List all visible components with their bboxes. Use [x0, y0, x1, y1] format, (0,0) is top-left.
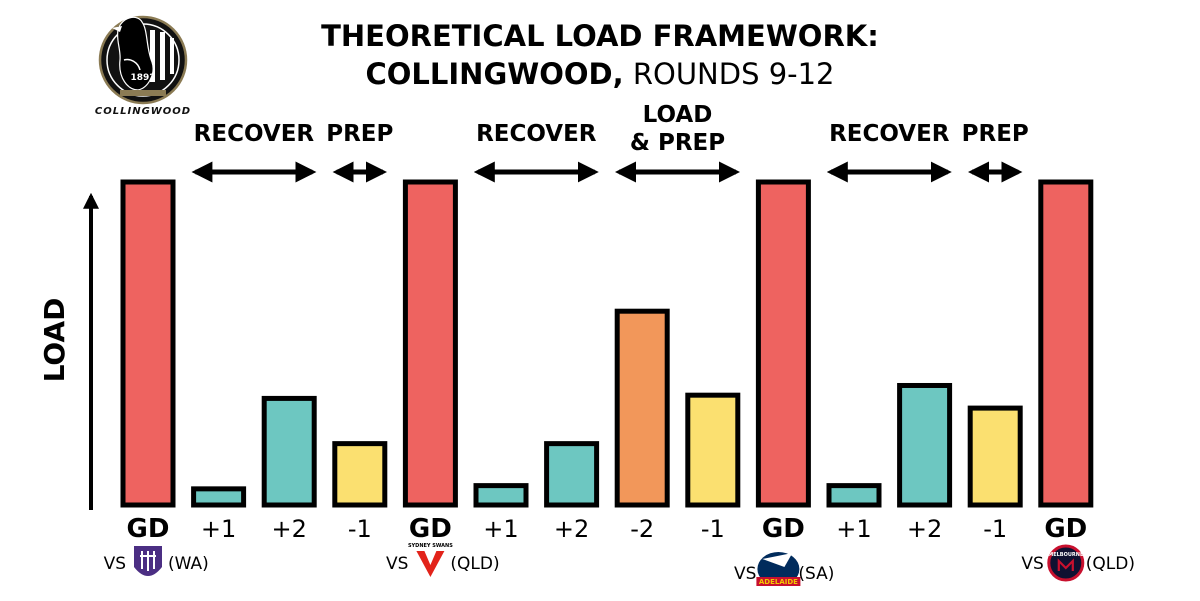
adelaide-crows-logo-icon: ADELAIDE — [756, 552, 801, 586]
x-tick-label-1: GD — [127, 514, 170, 544]
x-tick-label-5: GD — [409, 514, 452, 544]
x-tick-label-9: -1 — [701, 515, 725, 543]
bar-3 — [261, 395, 317, 508]
phase-label-1: RECOVER — [194, 121, 315, 147]
phase-label-4-line2: & PREP — [630, 130, 725, 156]
opponent-state: (SA) — [798, 564, 834, 584]
magpie-crest-icon — [98, 15, 188, 105]
chart-title-rounds: ROUNDS 9-12 — [624, 57, 835, 91]
bar-2 — [191, 486, 247, 508]
logo-year: 1892 — [130, 73, 155, 83]
x-tick-label-11: +1 — [836, 515, 871, 543]
x-tick-label-4: -1 — [348, 515, 372, 543]
phase-label-6: PREP — [962, 121, 1029, 147]
opponent-vs: VS — [734, 564, 756, 584]
x-tick-label-3: +2 — [272, 515, 307, 543]
opponent-3: VS ADELAIDE (SA) — [734, 552, 834, 586]
opponent-vs: VS — [386, 554, 408, 574]
x-tick-label-14: GD — [1044, 514, 1087, 544]
phase-label-5: RECOVER — [829, 121, 950, 147]
opponent-logo-text: MELBOURNE — [1048, 552, 1084, 558]
x-tick-label-13: -1 — [983, 515, 1007, 543]
bar-9 — [685, 392, 741, 508]
bar-13 — [967, 405, 1023, 508]
opponent-1: VS (WA) — [104, 546, 209, 576]
y-axis-label: LOAD — [38, 298, 71, 383]
bar-8 — [614, 308, 670, 508]
opponent-logo-text: SYDNEY SWANS — [408, 543, 453, 549]
chart-title-line1: THEORETICAL LOAD FRAMEWORK: — [321, 19, 879, 53]
bar-7 — [544, 441, 600, 508]
x-tick-label-8: -2 — [630, 515, 654, 543]
opponent-logo-text: ADELAIDE — [759, 578, 798, 586]
bar-6 — [473, 483, 529, 508]
x-tick-label-10: GD — [762, 514, 805, 544]
bar-11 — [826, 483, 882, 508]
bar-14 — [1038, 179, 1094, 508]
opponent-state: (WA) — [168, 554, 209, 574]
x-tick-label-6: +1 — [483, 515, 518, 543]
x-tick-label-12: +2 — [907, 515, 942, 543]
opponent-state: (QLD) — [1086, 554, 1135, 574]
x-tick-labels: GD +1 +2 -1 GD +1 +2 -2 -1 GD +1 +2 -1 GD — [127, 514, 1088, 544]
sydney-swans-logo-icon: SYDNEY SWANS — [408, 543, 453, 577]
melbourne-logo-icon: MELBOURNE — [1047, 544, 1085, 582]
fremantle-logo-icon — [134, 546, 162, 576]
phase-label-2: PREP — [326, 121, 393, 147]
opponent-vs: VS — [104, 554, 126, 574]
bar-1 — [120, 179, 176, 508]
bar-4 — [332, 441, 388, 508]
phase-label-3: RECOVER — [476, 121, 597, 147]
phase-label-4-line1: LOAD — [643, 102, 713, 128]
bar-12 — [897, 382, 953, 508]
collingwood-logo: 1892 COLLINGWOOD — [95, 15, 191, 117]
x-tick-label-2: +1 — [201, 515, 236, 543]
phase-annotations: RECOVER PREP RECOVER LOAD& PREP RECOVER PREP — [191, 102, 1029, 183]
chart-title-line2: COLLINGWOOD, ROUNDS 9-12 — [365, 57, 834, 91]
opponent-state: (QLD) — [450, 554, 499, 574]
opponent-4: VS MELBOURNE (QLD) — [1021, 544, 1135, 582]
logo-name: COLLINGWOOD — [95, 106, 191, 117]
bar-5 — [402, 179, 458, 508]
opponent-vs: VS — [1021, 554, 1043, 574]
bar-10 — [755, 179, 811, 508]
x-tick-label-7: +2 — [554, 515, 589, 543]
bars — [120, 179, 1094, 508]
chart-title-team: COLLINGWOOD, — [365, 57, 623, 91]
